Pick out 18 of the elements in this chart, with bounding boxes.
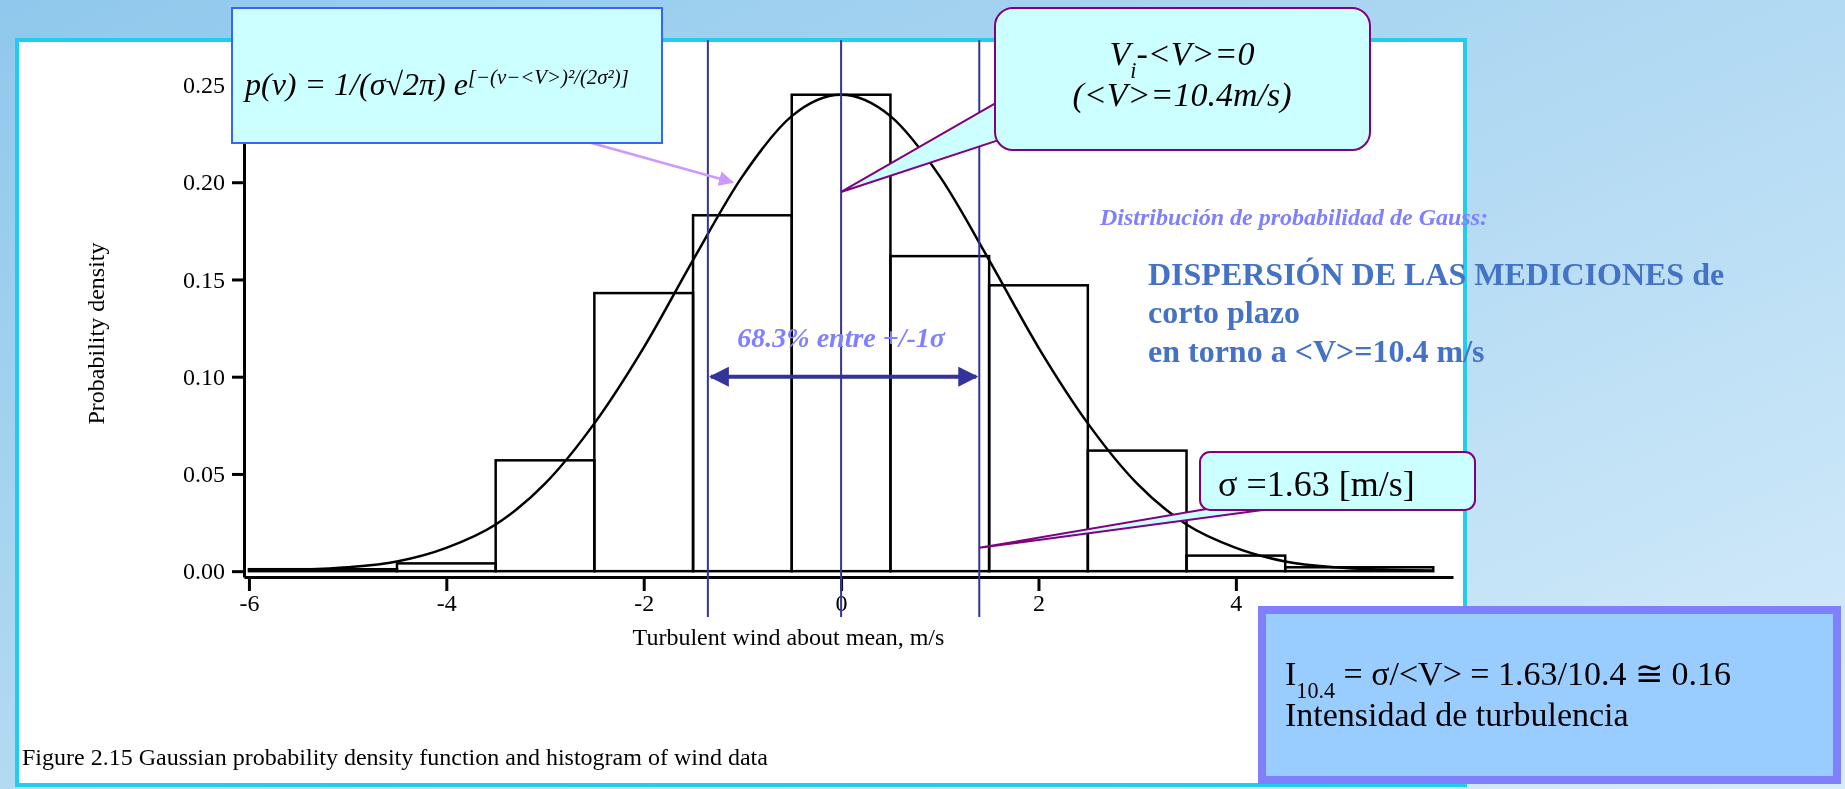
x-tick-label: -2 (634, 590, 655, 617)
annotation: p(v) = 1/(σ√2π) e$^{[−(v−<V>)²/(2σ²)]}$ (243, 64, 629, 102)
text: I$_{10.4}$ = σ/<V> = 1.63/10.4 ≅ 0.16 Intensidad de turbulencia (1285, 655, 1731, 733)
annotation: V$_{i}$-<V>=0 (<V>=10.4m/s) (1072, 35, 1292, 114)
y-axis-title: Probability density (83, 242, 109, 425)
y-tick-label: 0.20 (183, 169, 225, 196)
y-tick-label: 0.10 (183, 363, 225, 390)
y-tick-label: 0.05 (183, 461, 225, 488)
x-tick-label: -6 (239, 590, 260, 617)
x-tick-label: 4 (1230, 590, 1243, 617)
x-tick-label: -4 (436, 590, 457, 617)
y-tick-label: 0.00 (183, 558, 225, 585)
y-tick-label: 0.25 (183, 72, 225, 99)
annotation: σ =1.63 [m/s] (1218, 464, 1415, 504)
y-tick-label: 0.15 (183, 266, 225, 293)
x-tick-label: 2 (1032, 590, 1045, 617)
caption: Figure 2.15 Gaussian probability density function and histogram of wind data (22, 744, 769, 770)
x-axis-title: Turbulent wind about mean, m/s (632, 624, 945, 650)
